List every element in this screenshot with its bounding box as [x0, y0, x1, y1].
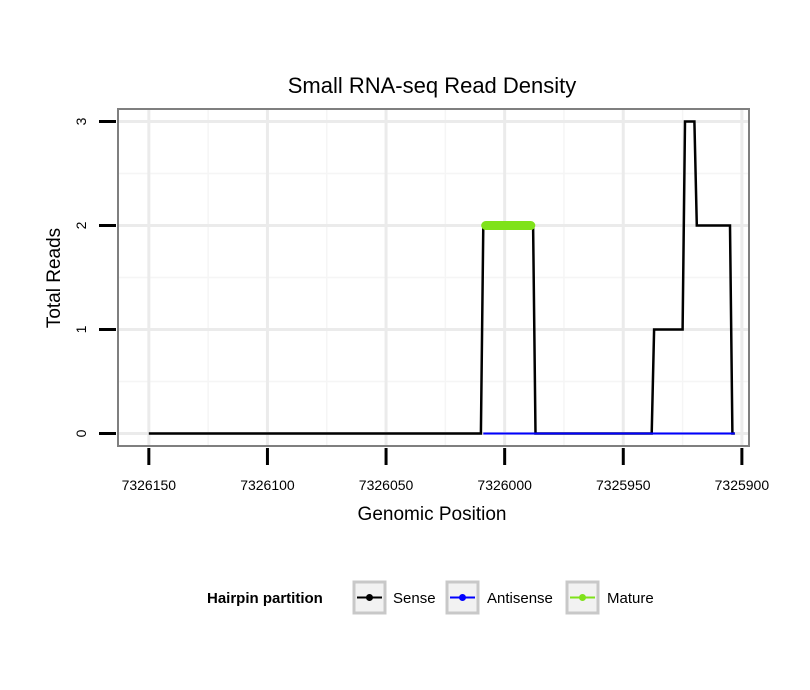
plot-panel — [117, 108, 750, 447]
chart-title: Small RNA-seq Read Density — [288, 73, 577, 98]
legend-title: Hairpin partition — [207, 590, 323, 607]
y-tick-label: 3 — [73, 117, 89, 125]
y-tick-label: 0 — [73, 429, 89, 437]
y-tick-label: 1 — [73, 325, 89, 333]
x-axis-label: Genomic Position — [358, 504, 507, 525]
x-tick-label: 7325900 — [715, 477, 770, 493]
y-axis: 0 1 2 3 — [73, 117, 116, 437]
x-tick-label: 7326000 — [477, 477, 532, 493]
x-tick-label: 7326050 — [359, 477, 414, 493]
legend-key-point — [366, 594, 373, 601]
series — [148, 120, 735, 435]
legend: Hairpin partition Sense Antisense Mature — [207, 580, 654, 615]
y-tick-label: 2 — [73, 221, 89, 229]
panel-border — [117, 108, 750, 447]
legend-key-point — [459, 594, 466, 601]
x-axis: 7326150 7326100 7326050 7326000 7325950 73259… — [122, 448, 770, 493]
x-tick-label: 7326150 — [122, 477, 177, 493]
legend-key-point — [579, 594, 586, 601]
legend-label-antisense: Antisense — [487, 590, 553, 607]
x-tick-label: 7325950 — [596, 477, 651, 493]
y-axis-label: Total Reads — [44, 228, 65, 328]
legend-label-mature: Mature — [607, 590, 654, 607]
x-tick-label: 7326100 — [240, 477, 295, 493]
legend-label-sense: Sense — [393, 590, 436, 607]
